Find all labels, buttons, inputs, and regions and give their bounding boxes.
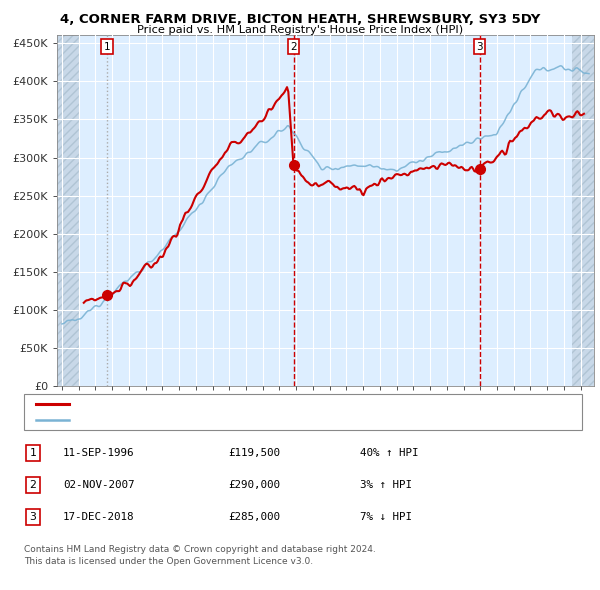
Text: 17-DEC-2018: 17-DEC-2018 xyxy=(63,512,134,522)
Text: 1: 1 xyxy=(29,448,37,458)
Text: 40% ↑ HPI: 40% ↑ HPI xyxy=(360,448,419,458)
Bar xyxy=(57,35,79,386)
Text: 4, CORNER FARM DRIVE, BICTON HEATH, SHREWSBURY, SY3 5DY (detached house): 4, CORNER FARM DRIVE, BICTON HEATH, SHRE… xyxy=(75,399,488,409)
Bar xyxy=(572,35,594,386)
Text: 2: 2 xyxy=(29,480,37,490)
Text: This data is licensed under the Open Government Licence v3.0.: This data is licensed under the Open Gov… xyxy=(24,557,313,566)
Text: 11-SEP-1996: 11-SEP-1996 xyxy=(63,448,134,458)
Text: HPI: Average price, detached house, Shropshire: HPI: Average price, detached house, Shro… xyxy=(75,415,313,425)
Text: Contains HM Land Registry data © Crown copyright and database right 2024.: Contains HM Land Registry data © Crown c… xyxy=(24,545,376,555)
Text: 4, CORNER FARM DRIVE, BICTON HEATH, SHREWSBURY, SY3 5DY: 4, CORNER FARM DRIVE, BICTON HEATH, SHRE… xyxy=(60,13,540,26)
Text: 3: 3 xyxy=(29,512,37,522)
Text: £119,500: £119,500 xyxy=(228,448,280,458)
Text: 02-NOV-2007: 02-NOV-2007 xyxy=(63,480,134,490)
Text: £290,000: £290,000 xyxy=(228,480,280,490)
Text: 7% ↓ HPI: 7% ↓ HPI xyxy=(360,512,412,522)
Text: £285,000: £285,000 xyxy=(228,512,280,522)
Text: 3% ↑ HPI: 3% ↑ HPI xyxy=(360,480,412,490)
Text: Price paid vs. HM Land Registry's House Price Index (HPI): Price paid vs. HM Land Registry's House … xyxy=(137,25,463,35)
Text: 1: 1 xyxy=(104,42,110,52)
Text: 3: 3 xyxy=(476,42,483,52)
Text: 2: 2 xyxy=(290,42,297,52)
